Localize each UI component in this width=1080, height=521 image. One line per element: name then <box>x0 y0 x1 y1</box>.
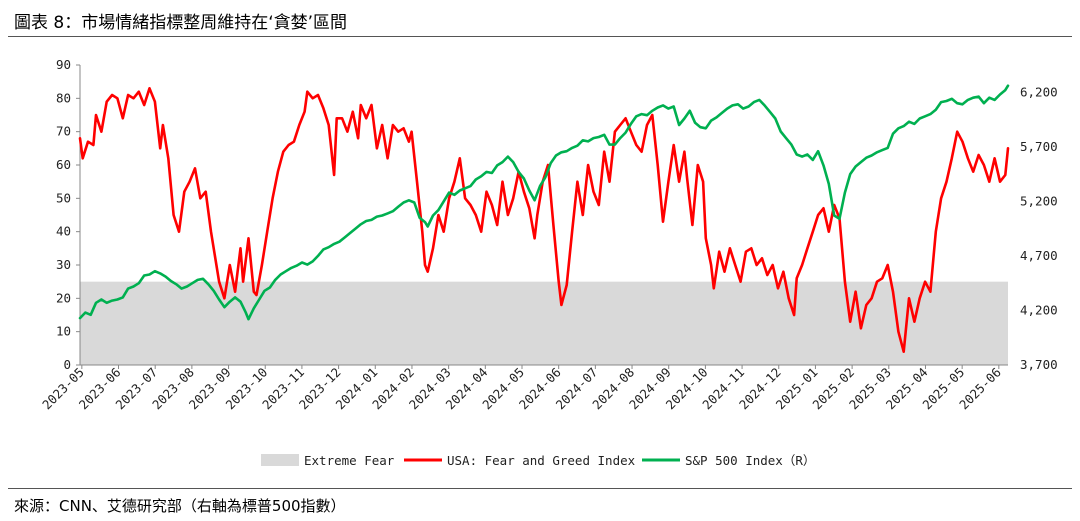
sp500-line <box>78 84 1010 321</box>
legend-swatch-extreme-fear <box>261 454 299 466</box>
series-layer <box>78 84 1010 353</box>
fear-greed-line <box>78 87 1010 353</box>
left-tick-label: 40 <box>56 224 71 239</box>
left-tick-label: 80 <box>56 90 71 105</box>
left-tick-label: 20 <box>56 290 71 305</box>
chart-title: 圖表 8：市場情緒指標整周維持在‘貪婪’區間 <box>14 13 348 33</box>
legend: Extreme Fear USA: Fear and Greed Index S&P… <box>261 453 815 468</box>
right-tick-label: 3,700 <box>1020 357 1058 372</box>
left-tick-label: 70 <box>56 124 71 139</box>
title-divider <box>8 36 1072 37</box>
legend-label-extreme-fear: Extreme Fear <box>304 453 395 468</box>
extreme-fear-band <box>80 281 1008 365</box>
left-tick-label: 60 <box>56 157 71 172</box>
right-tick-label: 5,200 <box>1020 193 1058 208</box>
extreme-fear-band-layer <box>80 281 1008 365</box>
left-tick-label: 50 <box>56 190 71 205</box>
right-tick-label: 4,700 <box>1020 248 1058 263</box>
source-divider <box>8 488 1072 489</box>
legend-label-fear-greed: USA: Fear and Greed Index <box>447 453 636 468</box>
right-tick-label: 6,200 <box>1020 84 1058 99</box>
source-note: 來源：CNN、艾德研究部（右軸為標普500指數） <box>14 497 346 515</box>
legend-label-sp500: S&P 500 Index（R） <box>685 453 815 468</box>
left-tick-label: 0 <box>63 357 71 372</box>
chart-canvas: 0 10 20 30 40 50 60 70 80 90 3,700 4,200 4,700 5,200 5… <box>39 57 1058 468</box>
left-tick-label: 90 <box>56 57 71 72</box>
left-tick-label: 30 <box>56 257 71 272</box>
left-tick-label: 10 <box>56 324 71 339</box>
right-tick-label: 5,700 <box>1020 139 1058 154</box>
right-tick-label: 4,200 <box>1020 302 1058 317</box>
